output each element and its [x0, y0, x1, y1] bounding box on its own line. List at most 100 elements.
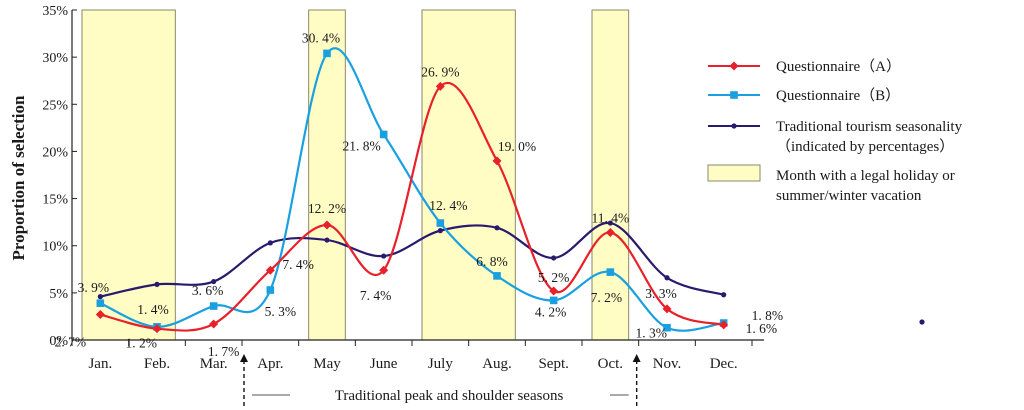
x-tick-label: July — [428, 356, 454, 372]
y-tick-label: 35% — [42, 4, 68, 19]
point-marker — [549, 286, 559, 296]
point-marker — [551, 255, 557, 261]
x-tick-label: May — [313, 356, 341, 372]
point-marker — [662, 304, 672, 314]
axes: 0% 5% 10% 15% 20% 25% 30% 35% Jan. Feb. Mar. Apr. Ma… — [42, 4, 764, 372]
data-label: 1. 7% — [208, 344, 240, 359]
data-label: 3. 6% — [192, 283, 224, 298]
x-tick-label: Mar. — [200, 356, 228, 372]
data-label: 5. 3% — [265, 304, 297, 319]
point-marker — [209, 302, 218, 310]
point-marker — [95, 310, 105, 320]
data-labels: 2. 7% 1. 2% 1. 7% 7. 4% 12. 2% 7. 4% 26. 9% 19.… — [55, 30, 784, 359]
legend-label: Traditional tourism seasonality — [776, 119, 963, 135]
x-tick-label: Feb. — [144, 356, 170, 372]
holiday-band — [421, 9, 516, 341]
point-marker — [379, 265, 389, 275]
data-label: 30. 4% — [302, 30, 340, 45]
data-label: 7. 2% — [591, 290, 623, 305]
y-tick-label: 15% — [42, 193, 68, 208]
y-tick-label: 0% — [49, 334, 68, 349]
point-marker — [96, 299, 105, 308]
holiday-band — [308, 9, 346, 341]
point-marker — [663, 323, 671, 332]
legend-label: Month with a legal holiday or — [776, 168, 955, 184]
legend-label: summer/winter vacation — [776, 188, 922, 204]
data-label: 5. 2% — [538, 270, 570, 285]
data-label: 7. 4% — [282, 257, 314, 272]
point-marker — [154, 281, 160, 287]
x-tick-label: Oct. — [598, 356, 623, 372]
data-label: 19. 0% — [498, 139, 536, 154]
point-marker — [324, 237, 330, 243]
point-marker — [97, 294, 103, 300]
stray-dot — [919, 319, 925, 325]
y-tick-label: 25% — [42, 98, 68, 113]
point-marker — [267, 240, 273, 246]
legend: Questionnaire（A） Questionnaire（B） Traditio… — [707, 58, 963, 204]
point-marker — [322, 220, 332, 230]
point-marker — [211, 278, 217, 285]
point-marker — [381, 253, 387, 259]
y-tick-label: 5% — [49, 287, 68, 302]
data-label: 1. 6% — [746, 321, 778, 336]
data-label: 3. 9% — [78, 280, 110, 295]
data-label: 6. 8% — [476, 254, 508, 269]
point-marker — [605, 228, 615, 238]
point-marker — [730, 91, 738, 99]
data-label: 1. 8% — [752, 308, 784, 323]
y-axis-label: Proportion of selection — [9, 95, 28, 260]
point-marker — [379, 130, 388, 139]
point-marker — [436, 219, 445, 227]
data-label: 4. 2% — [535, 304, 567, 319]
x-tick-label: June — [370, 356, 398, 372]
point-marker — [549, 296, 558, 305]
data-label: 1. 2% — [126, 336, 158, 351]
holiday-bands — [81, 9, 630, 341]
point-marker — [492, 156, 502, 166]
point-marker — [664, 275, 670, 281]
point-marker — [721, 292, 727, 298]
data-label: 26. 9% — [421, 64, 459, 79]
peak-arrowhead-left — [240, 354, 248, 362]
data-label: 12. 4% — [429, 198, 467, 213]
holiday-band — [591, 9, 630, 341]
point-marker — [493, 272, 501, 280]
point-marker — [209, 319, 219, 329]
data-label: 3. 3% — [645, 286, 677, 301]
data-label: 1. 3% — [636, 326, 668, 341]
point-marker — [494, 225, 500, 231]
point-marker — [437, 228, 443, 234]
point-marker — [607, 220, 613, 226]
point-marker — [152, 324, 162, 334]
x-tick-label: Aug. — [482, 356, 512, 372]
point-marker — [265, 265, 275, 275]
peak-season-annotation: Traditional peak and shoulder seasons — [240, 354, 641, 406]
data-label: 12. 2% — [308, 201, 346, 216]
peak-season-label: Traditional peak and shoulder seasons — [335, 388, 564, 404]
point-marker — [729, 61, 739, 71]
x-tick-label: Jan. — [88, 356, 112, 372]
legend-swatch-holiday — [707, 164, 761, 182]
legend-label: （indicated by percentages） — [776, 138, 954, 155]
data-label: 21. 8% — [343, 138, 381, 153]
point-marker — [719, 320, 729, 330]
series-markers — [95, 49, 729, 334]
point-marker — [323, 49, 331, 58]
y-tick-label: 10% — [42, 240, 68, 255]
point-marker — [731, 123, 737, 129]
point-marker — [266, 286, 275, 294]
x-tick-label: Dec. — [710, 356, 738, 372]
y-tick-label: 30% — [42, 51, 68, 66]
x-tick-label: Nov. — [653, 356, 682, 372]
legend-label: Questionnaire（A） — [776, 58, 901, 75]
point-marker — [606, 268, 615, 276]
data-label: 1. 4% — [137, 302, 169, 317]
data-label: 11. 4% — [591, 211, 629, 226]
point-marker — [435, 81, 445, 91]
legend-label: Questionnaire（B） — [776, 87, 900, 104]
x-tick-label: Apr. — [257, 356, 283, 372]
y-tick-label: 20% — [42, 145, 68, 160]
peak-arrowhead-right — [632, 354, 641, 362]
